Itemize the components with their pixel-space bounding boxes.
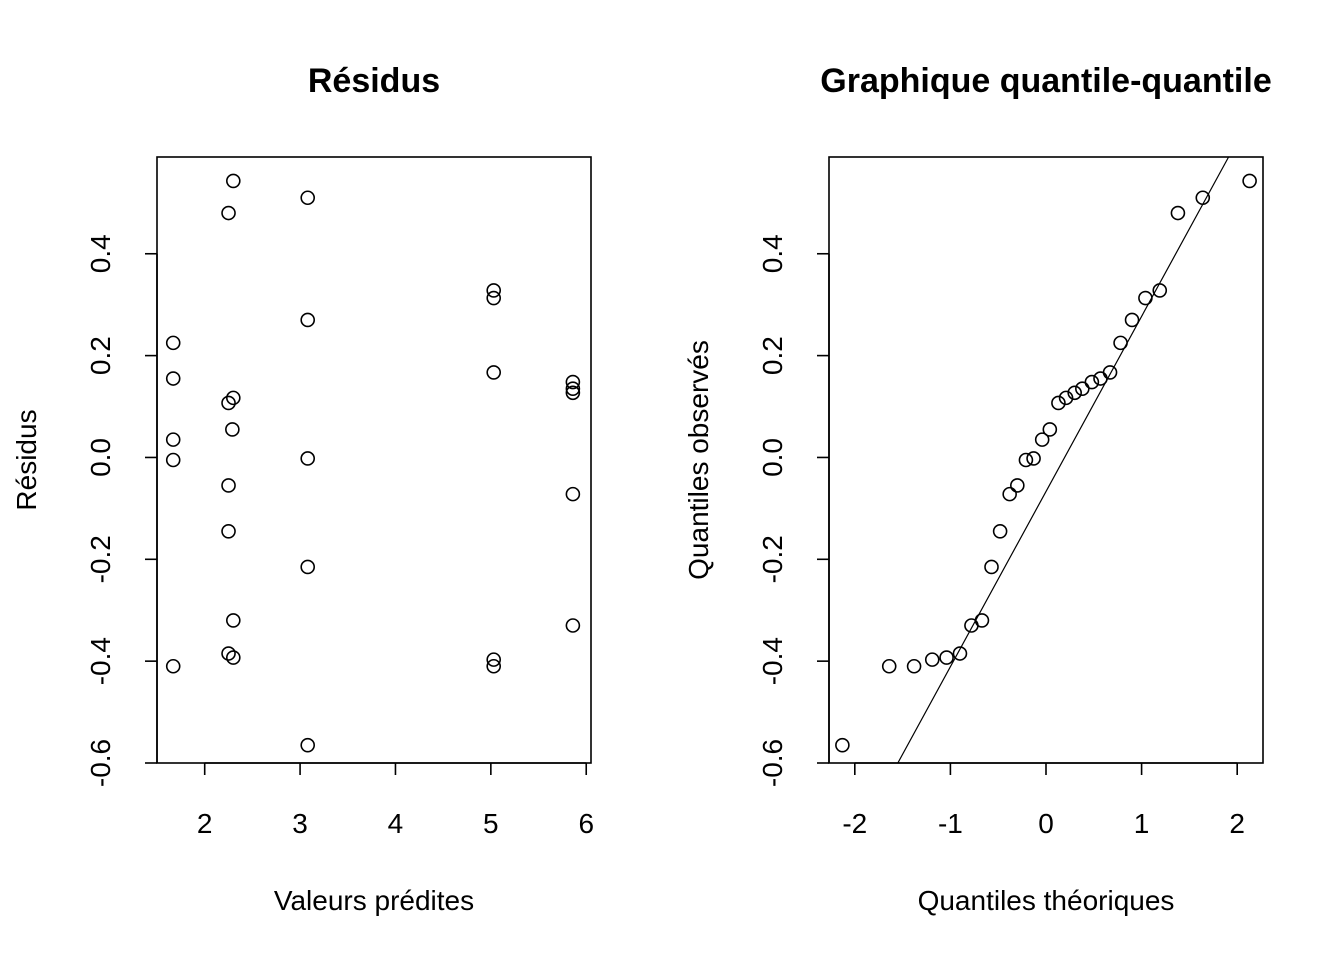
residuals-data-point — [486, 365, 502, 380]
qq-data-point — [1067, 385, 1082, 401]
residuals-data-point — [221, 523, 236, 539]
residuals-data-point — [300, 451, 316, 466]
qq-data-point — [1075, 381, 1090, 397]
residuals-data-point — [226, 173, 241, 189]
qq-data-point — [1102, 365, 1118, 380]
residuals-data-point — [226, 390, 241, 406]
residuals-x-tick-label: 2 — [197, 808, 213, 839]
qq-reference-line — [897, 156, 1230, 764]
residuals-data-point — [565, 381, 581, 397]
qq-y-tick-label: 0.2 — [757, 336, 788, 375]
qq-x-axis-label: Quantiles théoriques — [918, 885, 1175, 916]
qq-data-point — [1242, 173, 1257, 189]
qq-data-point — [924, 652, 940, 667]
qq-x-tick-label: 2 — [1229, 808, 1245, 839]
residuals-data-point — [565, 385, 581, 401]
qq-data-point — [984, 559, 999, 575]
residuals-y-tick-label: 0.2 — [85, 336, 116, 375]
residuals-data-point — [221, 478, 236, 493]
residuals-data-point — [565, 486, 581, 502]
qq-data-point — [1170, 205, 1186, 221]
residuals-y-tick-label: -0.4 — [85, 637, 116, 685]
qq-x-tick-label: 0 — [1038, 808, 1054, 839]
qq-data-point — [992, 523, 1008, 539]
qq-data-point — [1195, 190, 1211, 206]
qq-data-point — [1034, 432, 1050, 447]
residuals-x-tick-label: 6 — [578, 808, 594, 839]
residuals-x-tick-label: 4 — [388, 808, 404, 839]
residuals-data-point — [300, 312, 316, 328]
residuals-data-point — [165, 335, 181, 351]
qq-x-tick-label: -2 — [842, 808, 867, 839]
residuals-data-point — [486, 652, 502, 667]
qq-data-point — [1058, 390, 1074, 406]
qq-data-point — [1026, 451, 1041, 466]
qq-data-point — [1042, 422, 1058, 437]
residuals-y-tick-label: -0.6 — [85, 739, 116, 787]
residuals-data-point — [486, 658, 502, 674]
qq-y-tick-label: -0.4 — [757, 637, 788, 685]
qq-data-point — [835, 737, 850, 753]
qq-x-tick-label: 1 — [1134, 808, 1150, 839]
qq-panel: Graphique quantile-quantile Quantiles th… — [683, 62, 1272, 916]
qq-y-axis-label: Quantiles observés — [683, 340, 714, 580]
qq-data-point — [1018, 452, 1034, 468]
qq-data-point — [906, 658, 922, 674]
residuals-data-point — [221, 395, 236, 411]
qq-data-point — [1093, 371, 1108, 386]
residuals-data-point — [221, 205, 236, 221]
residuals-data-point — [165, 371, 181, 386]
residuals-data-point — [300, 559, 316, 575]
residuals-data-point — [565, 374, 581, 390]
residuals-y-tick-label: 0.4 — [85, 234, 116, 273]
residuals-y-tick-label: 0.0 — [85, 438, 116, 477]
qq-plot-frame — [828, 156, 1264, 764]
residuals-data-point — [300, 737, 316, 753]
qq-title: Graphique quantile-quantile — [820, 62, 1271, 100]
qq-data-point — [1084, 374, 1100, 390]
residuals-data-point — [165, 658, 181, 674]
qq-marks: -2 -1 0 1 2 -0.6 -0.4 -0.2 0.0 0.2 0.4 — [757, 156, 1257, 839]
qq-data-point — [1138, 290, 1153, 306]
residuals-data-point — [165, 432, 181, 447]
qq-data-point — [1124, 312, 1140, 328]
residuals-data-point — [221, 646, 236, 661]
residuals-data-point — [300, 190, 316, 206]
qq-y-tick-label: -0.2 — [757, 535, 788, 583]
residuals-x-tick-label: 3 — [292, 808, 308, 839]
qq-data-point — [1010, 478, 1025, 493]
qq-data-point — [952, 646, 968, 661]
residuals-data-point — [226, 613, 241, 628]
residuals-x-axis-label: Valeurs prédites — [274, 885, 474, 916]
qq-y-tick-label: 0.4 — [757, 234, 788, 273]
residuals-data-point — [486, 283, 502, 298]
qq-data-point — [1113, 335, 1128, 351]
residuals-panel: Résidus Valeurs prédites Résidus 2 3 4 5 6 -0… — [11, 62, 594, 916]
residuals-data-point — [225, 422, 240, 437]
residuals-plot-frame — [156, 156, 592, 764]
residuals-data-point — [165, 452, 181, 468]
residuals-marks: 2 3 4 5 6 -0.6 -0.4 -0.2 0.0 0.2 0.4 — [85, 173, 594, 839]
residuals-data-point — [226, 650, 241, 665]
qq-y-tick-label: -0.6 — [757, 739, 788, 787]
qq-y-tick-label: 0.0 — [757, 438, 788, 477]
residuals-y-tick-label: -0.2 — [85, 535, 116, 583]
residuals-title: Résidus — [308, 62, 440, 100]
qq-data-point — [1002, 486, 1017, 502]
qq-data-point — [1051, 395, 1066, 411]
residuals-y-axis-label: Résidus — [11, 409, 42, 510]
qq-data-point — [939, 650, 954, 665]
residuals-data-point — [565, 618, 581, 633]
qq-data-point — [974, 613, 990, 628]
qq-data-point — [1152, 283, 1168, 298]
qq-x-tick-label: -1 — [938, 808, 963, 839]
qq-data-point — [881, 658, 897, 674]
residuals-x-tick-label: 5 — [483, 808, 499, 839]
residuals-data-point — [486, 290, 502, 306]
